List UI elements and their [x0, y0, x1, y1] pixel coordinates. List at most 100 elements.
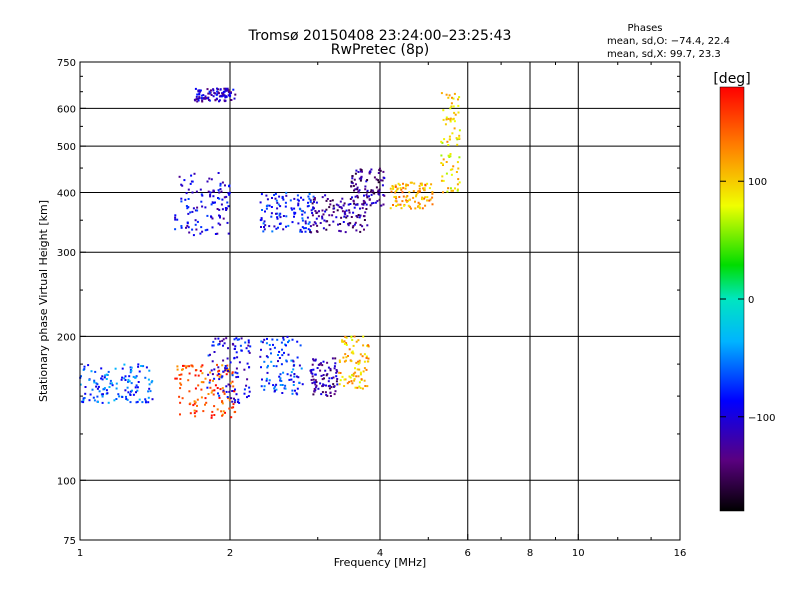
- scatter-points: [79, 87, 461, 419]
- data-point: [291, 359, 294, 362]
- data-point: [374, 201, 377, 204]
- data-point: [103, 376, 106, 379]
- data-point: [205, 401, 208, 404]
- data-point: [399, 187, 402, 190]
- data-point: [338, 206, 341, 208]
- data-point: [280, 363, 283, 366]
- data-point: [200, 396, 203, 399]
- data-point: [275, 365, 278, 368]
- data-point: [357, 363, 360, 366]
- data-point: [121, 367, 124, 370]
- data-point: [423, 197, 426, 200]
- data-point: [278, 357, 281, 359]
- data-point: [321, 391, 324, 394]
- data-point: [358, 177, 361, 180]
- data-point: [82, 401, 85, 404]
- data-point: [135, 401, 138, 404]
- data-point: [366, 191, 369, 194]
- data-point: [204, 95, 207, 98]
- data-point: [294, 389, 296, 392]
- data-point: [358, 385, 361, 388]
- data-point: [357, 339, 360, 342]
- data-point: [284, 384, 287, 387]
- data-point: [379, 169, 382, 172]
- data-point: [297, 222, 300, 225]
- data-point: [353, 223, 356, 226]
- data-point: [366, 189, 369, 192]
- data-point: [368, 195, 370, 198]
- data-point: [394, 200, 397, 202]
- data-point: [123, 377, 126, 380]
- data-point: [217, 337, 220, 340]
- data-point: [339, 379, 342, 382]
- data-point: [265, 377, 268, 380]
- data-point: [340, 206, 343, 209]
- data-point: [455, 171, 458, 173]
- data-point: [326, 361, 329, 364]
- data-point: [147, 378, 150, 381]
- data-point: [316, 224, 319, 227]
- x-tick-label: 8: [527, 548, 533, 559]
- data-point: [452, 189, 454, 192]
- data-point: [335, 203, 338, 206]
- data-point: [292, 380, 295, 383]
- data-point: [307, 222, 310, 225]
- data-point: [356, 368, 359, 371]
- data-point: [240, 337, 243, 340]
- data-point: [355, 375, 358, 378]
- data-point: [440, 154, 443, 157]
- data-point: [345, 359, 347, 362]
- data-point: [447, 144, 450, 146]
- data-point: [322, 360, 325, 363]
- data-point: [222, 338, 225, 341]
- data-point: [333, 367, 336, 370]
- data-point: [226, 88, 229, 91]
- data-point: [180, 200, 183, 203]
- data-point: [194, 209, 197, 212]
- data-point: [130, 369, 133, 372]
- data-point: [421, 207, 424, 210]
- data-point: [191, 210, 194, 213]
- data-point: [219, 223, 222, 226]
- data-point: [79, 383, 82, 386]
- data-point: [311, 208, 314, 211]
- x-axis-ticks: 1 2 4 6 8 10 16: [77, 62, 686, 559]
- data-point: [189, 182, 192, 185]
- data-point: [207, 92, 210, 95]
- data-point: [450, 189, 453, 192]
- data-point: [101, 401, 104, 404]
- data-point: [259, 219, 262, 222]
- y-tick-label: 500: [57, 142, 76, 153]
- data-point: [285, 344, 287, 347]
- data-point: [219, 373, 222, 376]
- data-point: [225, 337, 228, 340]
- data-point: [236, 372, 239, 375]
- data-point: [405, 196, 408, 199]
- data-point: [307, 195, 310, 198]
- data-point: [296, 356, 299, 359]
- data-point: [449, 138, 451, 141]
- data-point: [313, 198, 316, 201]
- data-point: [233, 401, 236, 404]
- data-point: [243, 368, 246, 371]
- data-point: [458, 129, 461, 132]
- data-point: [351, 374, 354, 376]
- data-point: [136, 400, 139, 403]
- data-point: [364, 201, 367, 204]
- data-point: [350, 180, 353, 183]
- data-point: [129, 371, 132, 374]
- data-point: [330, 386, 333, 389]
- data-point: [180, 197, 183, 200]
- data-point: [303, 227, 305, 230]
- data-point: [224, 96, 227, 99]
- data-point: [369, 190, 372, 193]
- data-point: [265, 355, 268, 358]
- data-point: [218, 375, 221, 378]
- data-point: [193, 412, 196, 415]
- data-point: [211, 217, 214, 220]
- data-point: [96, 383, 99, 386]
- data-point: [317, 215, 320, 218]
- data-point: [232, 406, 235, 409]
- x-tick-label: 1: [77, 548, 83, 559]
- data-point: [335, 380, 338, 383]
